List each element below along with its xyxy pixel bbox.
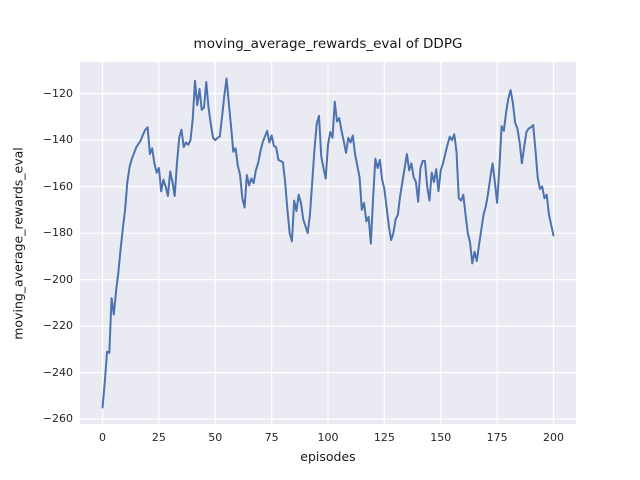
x-axis-label: episodes bbox=[300, 449, 356, 464]
y-tick-label: −200 bbox=[42, 272, 73, 286]
y-axis-label: moving_average_rewards_eval bbox=[10, 147, 26, 340]
x-tick-label: 75 bbox=[264, 431, 279, 444]
x-tick-label: 50 bbox=[208, 431, 223, 444]
x-tick-label: 175 bbox=[486, 431, 508, 444]
y-tick-label: −160 bbox=[42, 179, 73, 193]
x-tick-label: 100 bbox=[317, 431, 339, 444]
y-tick-label: −260 bbox=[42, 412, 73, 426]
data-line-series bbox=[101, 77, 555, 409]
x-tick-label: 0 bbox=[99, 431, 107, 444]
x-tick-label: 25 bbox=[151, 431, 166, 444]
y-tick-label: −180 bbox=[42, 226, 73, 240]
y-tick-label: −120 bbox=[42, 86, 73, 100]
y-tick-label: −240 bbox=[42, 365, 73, 379]
y-tick-label: −140 bbox=[42, 133, 73, 147]
x-tick-label: 125 bbox=[373, 431, 395, 444]
x-tick-label: 200 bbox=[542, 431, 564, 444]
y-tick-label: −220 bbox=[42, 319, 73, 333]
chart-title: moving_average_rewards_eval of DDPG bbox=[193, 36, 463, 52]
x-tick-label: 150 bbox=[430, 431, 452, 444]
